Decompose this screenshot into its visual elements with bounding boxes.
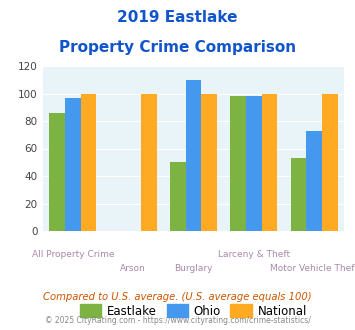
Text: 2019 Eastlake: 2019 Eastlake [117,10,238,25]
Legend: Eastlake, Ohio, National: Eastlake, Ohio, National [75,300,312,322]
Text: All Property Crime: All Property Crime [32,250,114,259]
Bar [170,162,186,231]
Bar [322,93,338,231]
Bar [186,80,201,231]
Bar [246,96,262,231]
Text: © 2025 CityRating.com - https://www.cityrating.com/crime-statistics/: © 2025 CityRating.com - https://www.city… [45,316,310,325]
Bar [306,131,322,231]
Text: Arson: Arson [120,264,146,273]
Bar [291,158,306,231]
Bar [81,93,96,231]
Bar [141,93,157,231]
Text: Larceny & Theft: Larceny & Theft [218,250,290,259]
Bar [49,113,65,231]
Bar [262,93,277,231]
Text: Compared to U.S. average. (U.S. average equals 100): Compared to U.S. average. (U.S. average … [43,292,312,302]
Text: Motor Vehicle Theft: Motor Vehicle Theft [270,264,355,273]
Bar [65,98,81,231]
Bar [230,96,246,231]
Bar [201,93,217,231]
Text: Property Crime Comparison: Property Crime Comparison [59,40,296,54]
Text: Burglary: Burglary [174,264,213,273]
